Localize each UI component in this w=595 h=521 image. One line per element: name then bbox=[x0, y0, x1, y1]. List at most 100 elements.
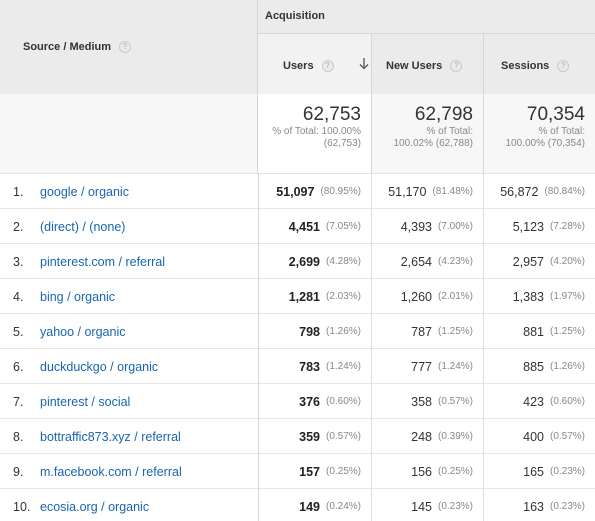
users-total-pct-line: % of Total: 100.00% bbox=[272, 126, 361, 137]
sessions-cell: 423 (0.60%) bbox=[483, 384, 595, 419]
table-row: 2. (direct) / (none) 4,451 (7.05%) 4,393… bbox=[0, 209, 595, 244]
column-divider bbox=[258, 384, 259, 419]
new-users-cell: 51,170 (81.48%) bbox=[371, 174, 483, 209]
sessions-total-value: 70,354 bbox=[526, 104, 585, 125]
source-medium-link[interactable]: google / organic bbox=[40, 184, 129, 199]
source-medium-link[interactable]: duckduckgo / organic bbox=[40, 359, 159, 374]
users-total-value: 62,753 bbox=[302, 104, 361, 125]
new-users-value: 51,170 bbox=[388, 184, 427, 199]
sessions-value: 423 bbox=[523, 394, 544, 409]
users-cell: 783 (1.24%) bbox=[258, 349, 371, 384]
sessions-percent: (0.23%) bbox=[549, 466, 585, 477]
new-users-column-label: New Users bbox=[386, 59, 443, 72]
users-value: 359 bbox=[299, 429, 320, 444]
sessions-cell: 163 (0.23%) bbox=[483, 489, 595, 521]
new-users-percent: (1.24%) bbox=[437, 361, 473, 372]
help-circle-icon[interactable]: ? bbox=[119, 41, 132, 53]
sessions-percent: (0.60%) bbox=[549, 396, 585, 407]
new-users-percent: (0.25%) bbox=[437, 466, 473, 477]
row-index: 2. bbox=[13, 219, 24, 234]
users-percent: (0.24%) bbox=[325, 501, 361, 512]
new-users-cell: 2,654 (4.23%) bbox=[371, 244, 483, 279]
new-users-value: 1,260 bbox=[400, 289, 432, 304]
table-row: 4. bing / organic 1,281 (2.03%) 1,260 (2… bbox=[0, 279, 595, 314]
column-divider bbox=[258, 279, 259, 314]
source-medium-link[interactable]: bottraffic873.xyz / referral bbox=[40, 429, 181, 444]
column-divider bbox=[258, 314, 259, 349]
users-percent: (0.25%) bbox=[325, 466, 361, 477]
new-users-percent: (7.00%) bbox=[437, 221, 473, 232]
totals-source-cell bbox=[0, 94, 258, 174]
sessions-value: 881 bbox=[523, 324, 544, 339]
help-circle-icon[interactable]: ? bbox=[321, 59, 334, 72]
table-row: 6. duckduckgo / organic 783 (1.24%) 777 … bbox=[0, 349, 595, 384]
sessions-total-cell: 70,354 % of Total: 100.00% (70,354) bbox=[483, 94, 595, 174]
new-users-column-header[interactable]: New Users ? bbox=[371, 34, 483, 94]
sessions-cell: 881 (1.25%) bbox=[483, 314, 595, 349]
sessions-percent: (0.57%) bbox=[549, 431, 585, 442]
users-value: 51,097 bbox=[276, 184, 315, 199]
row-index: 10. bbox=[13, 499, 31, 514]
users-value: 149 bbox=[299, 499, 320, 514]
users-percent: (1.26%) bbox=[325, 326, 361, 337]
sessions-total-abs-line: 100.00% (70,354) bbox=[505, 138, 585, 149]
users-percent: (80.95%) bbox=[320, 186, 361, 197]
new-users-value: 248 bbox=[411, 429, 432, 444]
users-percent: (1.24%) bbox=[325, 361, 361, 372]
users-value: 376 bbox=[299, 394, 320, 409]
arrow-down-icon[interactable] bbox=[359, 58, 369, 70]
sessions-percent: (1.97%) bbox=[549, 291, 585, 302]
source-medium-header[interactable]: Source / Medium ? bbox=[0, 0, 258, 94]
sessions-percent: (1.25%) bbox=[549, 326, 585, 337]
new-users-percent: (0.23%) bbox=[437, 501, 473, 512]
source-medium-link[interactable]: (direct) / (none) bbox=[40, 219, 126, 234]
help-circle-icon[interactable]: ? bbox=[450, 59, 463, 72]
help-circle-icon[interactable]: ? bbox=[557, 59, 570, 72]
source-medium-link[interactable]: pinterest.com / referral bbox=[40, 254, 166, 269]
column-divider bbox=[258, 419, 259, 454]
new-users-value: 358 bbox=[411, 394, 432, 409]
new-users-total-value: 62,798 bbox=[414, 104, 473, 125]
source-medium-link[interactable]: m.facebook.com / referral bbox=[40, 464, 182, 479]
table-row: 10. ecosia.org / organic 149 (0.24%) 145… bbox=[0, 489, 595, 521]
column-divider bbox=[258, 174, 259, 209]
table-row: 8. bottraffic873.xyz / referral 359 (0.5… bbox=[0, 419, 595, 454]
acquisition-group-label: Acquisition bbox=[265, 10, 325, 22]
new-users-cell: 4,393 (7.00%) bbox=[371, 209, 483, 244]
table-row: 5. yahoo / organic 798 (1.26%) 787 (1.25… bbox=[0, 314, 595, 349]
sessions-value: 2,957 bbox=[512, 254, 544, 269]
sessions-value: 165 bbox=[523, 464, 544, 479]
sessions-value: 56,872 bbox=[500, 184, 539, 199]
column-divider bbox=[258, 244, 259, 279]
row-index: 5. bbox=[13, 324, 24, 339]
row-index: 7. bbox=[13, 394, 24, 409]
new-users-percent: (4.23%) bbox=[437, 256, 473, 267]
column-divider bbox=[258, 454, 259, 489]
sessions-cell: 1,383 (1.97%) bbox=[483, 279, 595, 314]
sessions-value: 163 bbox=[523, 499, 544, 514]
sessions-column-header[interactable]: Sessions ? bbox=[483, 34, 595, 94]
users-column-label: Users bbox=[283, 59, 314, 72]
source-medium-link[interactable]: bing / organic bbox=[40, 289, 116, 304]
users-cell: 157 (0.25%) bbox=[258, 454, 371, 489]
users-percent: (0.60%) bbox=[325, 396, 361, 407]
users-value: 157 bbox=[299, 464, 320, 479]
users-column-header[interactable]: Users ? bbox=[258, 34, 371, 94]
column-divider bbox=[258, 489, 259, 521]
row-index: 1. bbox=[13, 184, 24, 199]
new-users-cell: 248 (0.39%) bbox=[371, 419, 483, 454]
source-medium-link[interactable]: pinterest / social bbox=[40, 394, 131, 409]
column-divider bbox=[258, 209, 259, 244]
source-medium-link[interactable]: ecosia.org / organic bbox=[40, 499, 150, 514]
new-users-total-pct-line: % of Total: bbox=[426, 126, 473, 137]
new-users-cell: 777 (1.24%) bbox=[371, 349, 483, 384]
users-value: 1,281 bbox=[288, 289, 320, 304]
users-cell: 798 (1.26%) bbox=[258, 314, 371, 349]
sessions-cell: 56,872 (80.84%) bbox=[483, 174, 595, 209]
table-row: 7. pinterest / social 376 (0.60%) 358 (0… bbox=[0, 384, 595, 419]
sessions-cell: 5,123 (7.28%) bbox=[483, 209, 595, 244]
sessions-cell: 400 (0.57%) bbox=[483, 419, 595, 454]
sessions-percent: (4.20%) bbox=[549, 256, 585, 267]
new-users-cell: 1,260 (2.01%) bbox=[371, 279, 483, 314]
source-medium-link[interactable]: yahoo / organic bbox=[40, 324, 126, 339]
